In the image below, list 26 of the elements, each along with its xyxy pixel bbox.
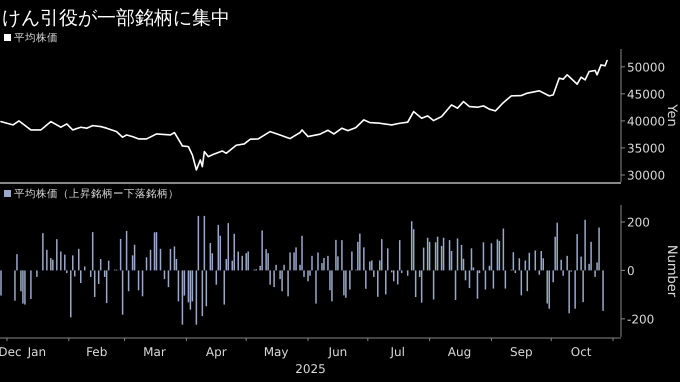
y-tick-label: -200 xyxy=(627,312,654,326)
x-tick-label: May xyxy=(264,345,289,359)
x-tick-label: Aug xyxy=(448,345,472,359)
y-tick-label: 0 xyxy=(627,264,635,278)
y-tick-label: 35000 xyxy=(627,141,666,156)
y-axis-title: Yen xyxy=(664,103,679,127)
y-tick-label: 40000 xyxy=(627,114,666,128)
y-axis-title: Number xyxy=(664,244,679,298)
chart-title: けん引役が一部銘柄に集中 xyxy=(2,7,230,29)
legend-label: 平均株価（上昇銘柄ー下落銘柄） xyxy=(14,187,179,200)
line-series xyxy=(0,60,608,171)
x-tick-label: Sep xyxy=(510,345,533,359)
x-tick-label: Feb xyxy=(86,345,108,359)
x-tick-label: Mar xyxy=(143,345,166,359)
x-tick-label: Jan xyxy=(26,345,46,359)
y-tick-label: 50000 xyxy=(627,60,666,74)
legend-label: 平均株価 xyxy=(14,31,58,44)
x-tick-label: Jun xyxy=(328,345,348,359)
y-tick-label: 45000 xyxy=(627,87,666,102)
y-tick-label: 200 xyxy=(627,215,650,230)
x-axis-title: 2025 xyxy=(295,362,326,376)
x-tick-label: Jul xyxy=(389,345,405,359)
x-tick-label: Apr xyxy=(206,345,227,359)
y-tick-label: 30000 xyxy=(627,168,666,182)
x-tick-label: Oct xyxy=(570,345,592,359)
x-tick-label: Dec xyxy=(0,345,22,359)
